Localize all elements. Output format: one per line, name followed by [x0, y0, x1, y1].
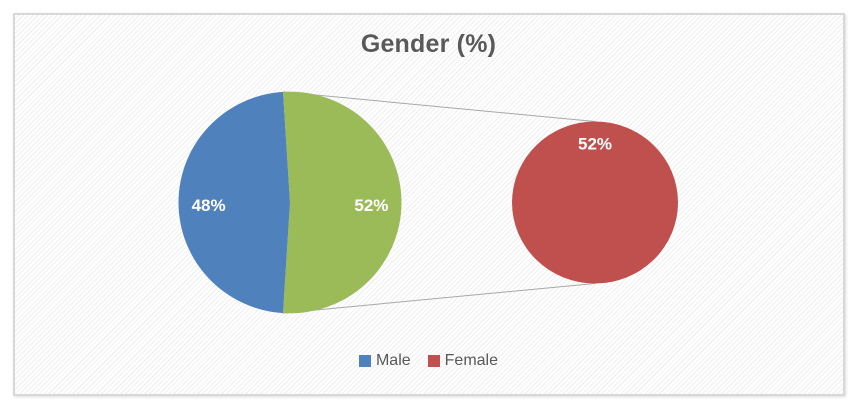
- legend-item-male: Male: [358, 352, 411, 370]
- legend-item-female: Female: [427, 352, 499, 370]
- legend-swatch-male-icon: [358, 355, 371, 367]
- main-pie-slice-male: [178, 91, 290, 314]
- connector-line-top: [282, 91, 596, 122]
- chart-plot-area: [13, 13, 845, 396]
- legend-label-male: Male: [375, 352, 411, 369]
- main-pie-slice-female: [282, 91, 402, 314]
- secondary-pie-female: [512, 121, 678, 284]
- data-label-female-secondary: 52%: [578, 135, 612, 154]
- chart-title: Gender (%): [360, 30, 497, 58]
- legend-label-female: Female: [444, 352, 499, 369]
- chart-legend: Male Female: [0, 352, 857, 370]
- legend-swatch-female-icon: [427, 355, 440, 367]
- data-label-male: 48%: [192, 196, 226, 215]
- connector-line-bottom: [282, 283, 596, 314]
- data-label-female-main: 52%: [354, 196, 388, 215]
